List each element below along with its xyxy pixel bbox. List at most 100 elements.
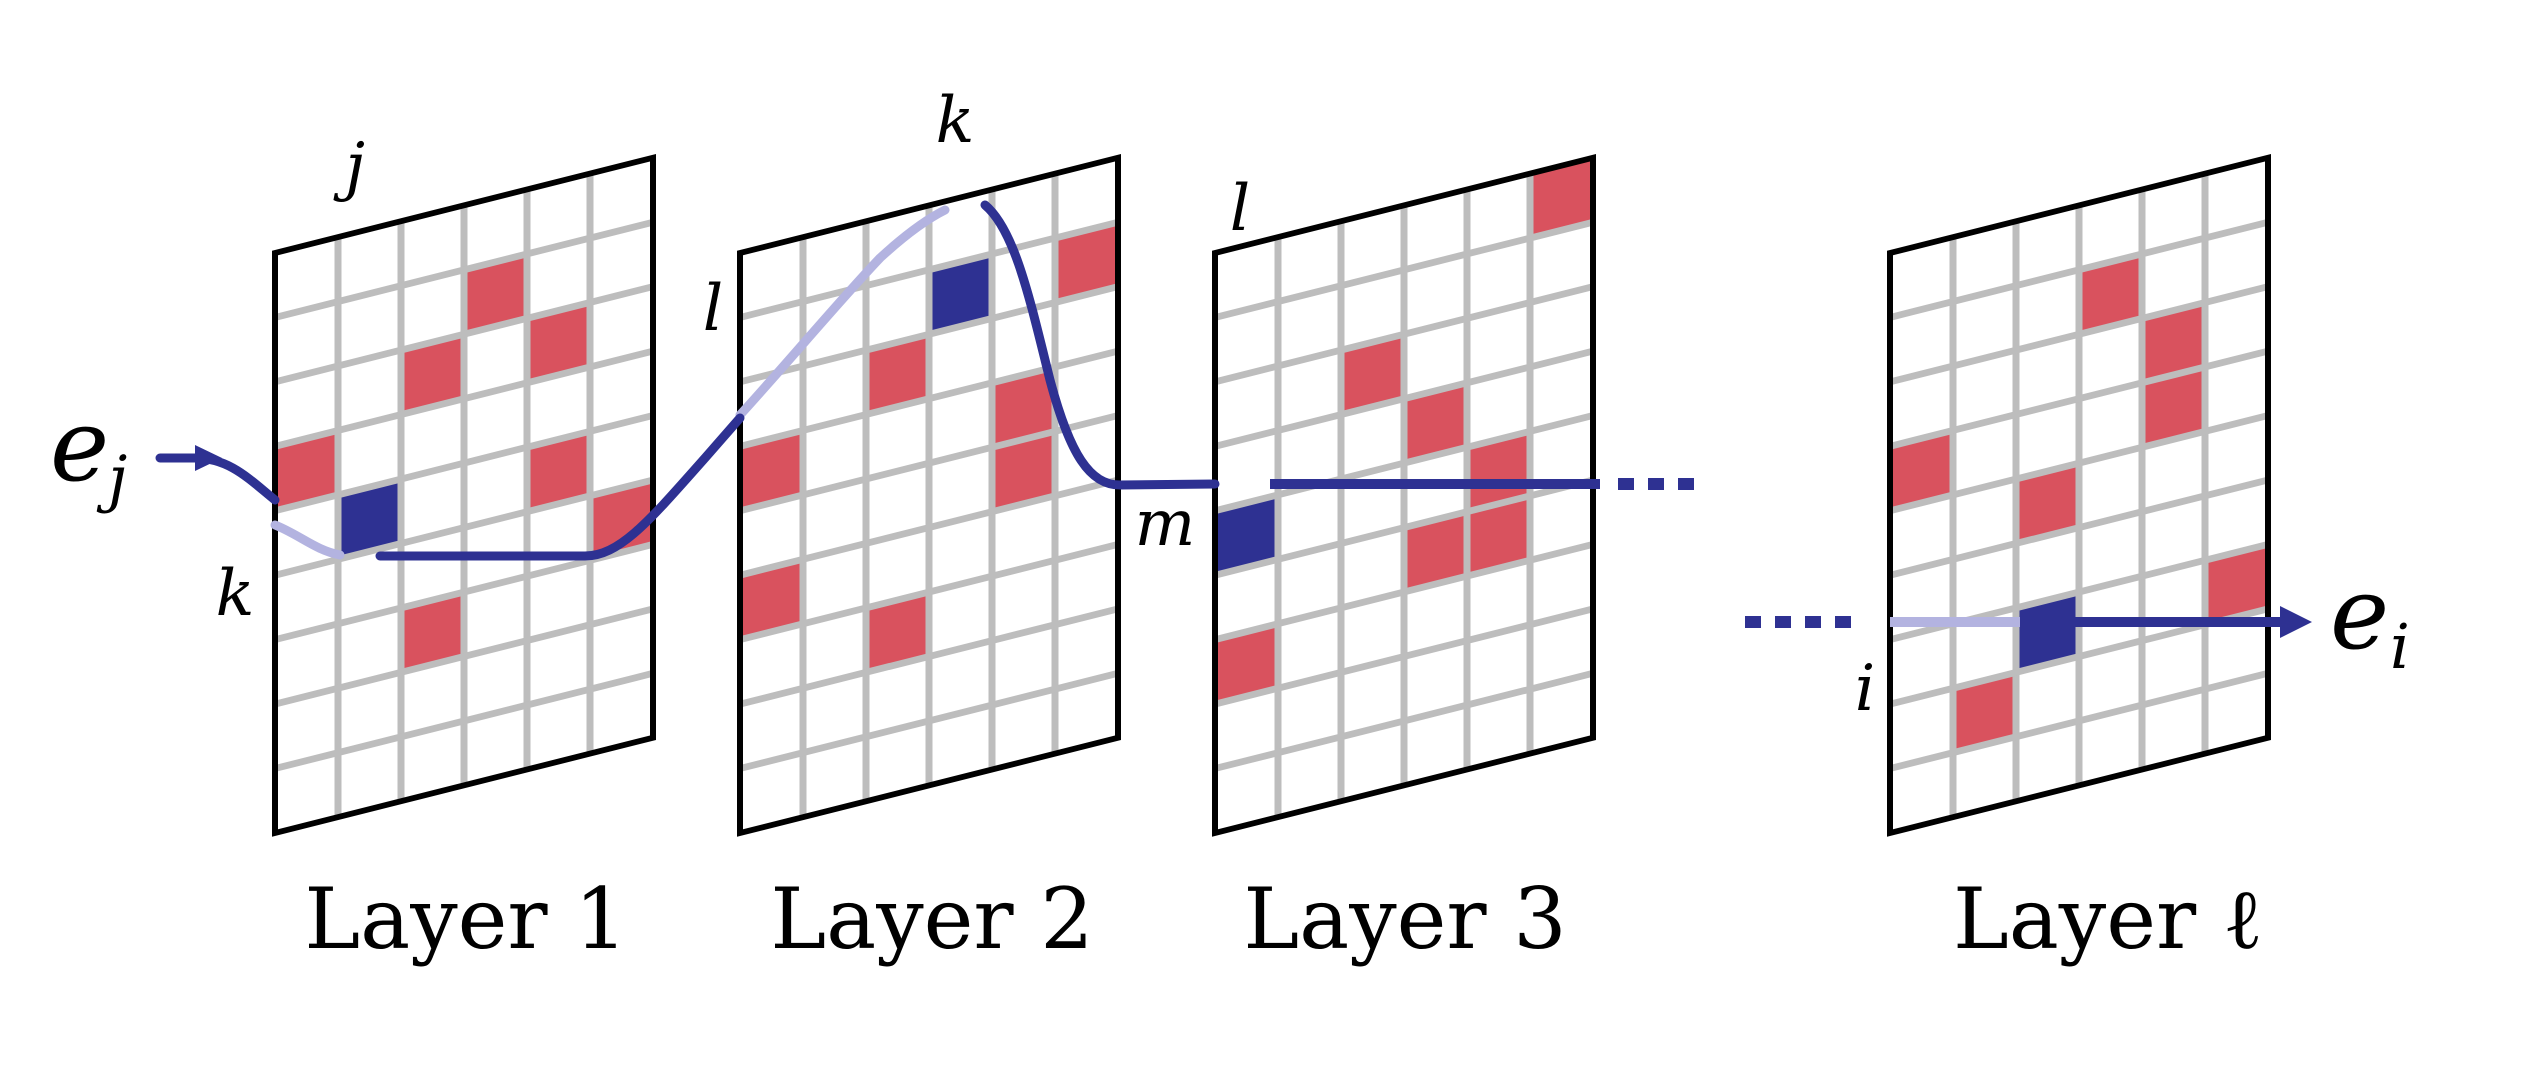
layer-1-label: Layer 1 bbox=[304, 870, 627, 968]
layer-ell-panel bbox=[1887, 153, 2271, 837]
layer-1-grid-row-line bbox=[275, 540, 653, 644]
output-vector-label: e i bbox=[2330, 555, 2410, 683]
layer-2-red-cell bbox=[1055, 222, 1118, 303]
layer-ell-grid-row-line bbox=[1890, 476, 2268, 579]
layer-3-panel bbox=[1212, 153, 1596, 837]
input-vector-label: e j bbox=[50, 387, 127, 515]
layer-2-panel bbox=[737, 153, 1121, 837]
layer-3-grid-row-line bbox=[1215, 540, 1593, 644]
layer-1-grid-row-line bbox=[275, 476, 653, 579]
layer-ell-label: Layer ℓ bbox=[1953, 870, 2263, 968]
layer-1-cells bbox=[275, 253, 653, 673]
layer-2-index-left: l bbox=[703, 272, 723, 346]
layer-3-grid-row-line bbox=[1215, 218, 1593, 321]
layer-ell-frame bbox=[1887, 153, 2271, 837]
layer-1-grid-row-line bbox=[275, 669, 653, 773]
layer-2-grid-row-line bbox=[740, 669, 1118, 773]
layer-ell-cells bbox=[1890, 253, 2268, 753]
layer-1-red-cell bbox=[527, 431, 590, 512]
layer-ell-red-cell bbox=[2142, 302, 2205, 383]
layer-3-grid-row-line bbox=[1215, 669, 1593, 773]
layer-1-panel bbox=[272, 153, 656, 837]
layer-2-red-cell bbox=[992, 366, 1055, 448]
layer-ell-red-cell bbox=[2142, 366, 2205, 448]
layer-1-red-cell bbox=[401, 592, 464, 673]
layer-ell-red-cell bbox=[1953, 672, 2016, 753]
layer-1-grid-row-line bbox=[275, 283, 653, 386]
layer-3-red-cell bbox=[1404, 382, 1467, 464]
layer-3-red-cell bbox=[1530, 157, 1593, 239]
layer-2-index-top: k bbox=[936, 84, 975, 158]
layer-ell-active-cell bbox=[2016, 592, 2079, 673]
layer-2-grid-row-line bbox=[740, 347, 1118, 450]
layer-1-grid-row-line bbox=[275, 605, 653, 708]
layer-2-red-cell bbox=[740, 430, 803, 511]
layer-2-grid-row-line bbox=[740, 605, 1118, 708]
layer-ell-index-left: i bbox=[1855, 652, 1875, 726]
layer-3-red-cell bbox=[1215, 623, 1278, 705]
layer-1-grid-row-line bbox=[275, 347, 653, 450]
layer-3-cells bbox=[1215, 157, 1593, 705]
layer-ell-grid-row-line bbox=[1890, 218, 2268, 321]
layer-3-red-cell bbox=[1341, 334, 1404, 415]
layer-1-red-cell bbox=[527, 302, 590, 383]
layer-2-red-cell bbox=[740, 559, 803, 640]
path-input-arrowhead bbox=[195, 445, 222, 471]
path-input-arrow-line bbox=[155, 453, 280, 505]
layer-1-grid-row-line bbox=[275, 412, 653, 515]
layer-3-grid-row-line bbox=[1215, 412, 1593, 515]
path-layer2-to-layer3 bbox=[980, 200, 1220, 490]
layer-ell-grid-row-line bbox=[1890, 669, 2268, 773]
layer-ell-red-cell bbox=[2079, 253, 2142, 335]
layer-1-red-cell bbox=[590, 479, 653, 561]
layer-1-frame bbox=[272, 153, 656, 837]
layer-1-grid-row-line bbox=[275, 218, 653, 321]
output-vector-base: e bbox=[2330, 555, 2389, 672]
layer-3-label: Layer 3 bbox=[1243, 870, 1566, 968]
layer-3-grid-row-line bbox=[1215, 283, 1593, 386]
layer-2-red-cell bbox=[992, 431, 1055, 512]
layer-3-red-cell bbox=[1467, 495, 1530, 577]
path-light-layer1-to-2 bbox=[735, 205, 950, 420]
layer-2-grid bbox=[740, 172, 1118, 819]
layer-ell-grid-row-line bbox=[1890, 347, 2268, 450]
layer-2-red-cell bbox=[866, 334, 929, 415]
layer-1-red-cell bbox=[401, 334, 464, 415]
layer-3-frame bbox=[1212, 153, 1596, 837]
output-vector-subscript: i bbox=[2390, 610, 2410, 683]
layer-3-grid-row-line bbox=[1215, 605, 1593, 708]
layer-ell-red-cell bbox=[2016, 463, 2079, 544]
layer-2-grid-row-line bbox=[740, 540, 1118, 644]
layer-2-grid-row-line bbox=[740, 218, 1118, 321]
layer-ell-grid bbox=[1890, 172, 2268, 819]
layer-3-red-cell bbox=[1467, 431, 1530, 512]
path-layer1-to-layer2 bbox=[375, 413, 745, 561]
layer-1-active-cell bbox=[338, 479, 401, 560]
layer-ell-red-cell bbox=[1890, 430, 1953, 511]
layer-2-grid-row-line bbox=[740, 476, 1118, 579]
layer-3-index-top: l bbox=[1230, 172, 1250, 246]
layer-ell-grid-row-line bbox=[1890, 283, 2268, 386]
layer-3-red-cell bbox=[1404, 511, 1467, 593]
input-vector-base: e bbox=[50, 387, 109, 504]
layer-3-active-cell bbox=[1215, 494, 1278, 576]
layer-1-index-left: k bbox=[216, 557, 255, 631]
layer-3-grid-row-line bbox=[1215, 476, 1593, 579]
path-output-arrowhead bbox=[2280, 606, 2312, 638]
layer-2-frame bbox=[737, 153, 1121, 837]
layer-ell-red-cell bbox=[2205, 544, 2268, 625]
layer-1-index-top: j bbox=[333, 130, 365, 204]
layer-ell-grid-row-line bbox=[1890, 412, 2268, 515]
layer-3-grid-row-line bbox=[1215, 347, 1593, 450]
layer-1-red-cell bbox=[464, 253, 527, 335]
layer-2-cells bbox=[740, 222, 1118, 673]
layer-2-red-cell bbox=[866, 592, 929, 673]
layer-1-grid bbox=[275, 172, 653, 819]
layer-2-grid-row-line bbox=[740, 412, 1118, 515]
layer-2-active-cell bbox=[929, 253, 992, 335]
path-light-input bbox=[270, 520, 345, 560]
layer-3-index-left: m bbox=[1135, 487, 1196, 561]
layer-2-label: Layer 2 bbox=[770, 870, 1093, 968]
layer-1-red-cell bbox=[275, 430, 338, 511]
